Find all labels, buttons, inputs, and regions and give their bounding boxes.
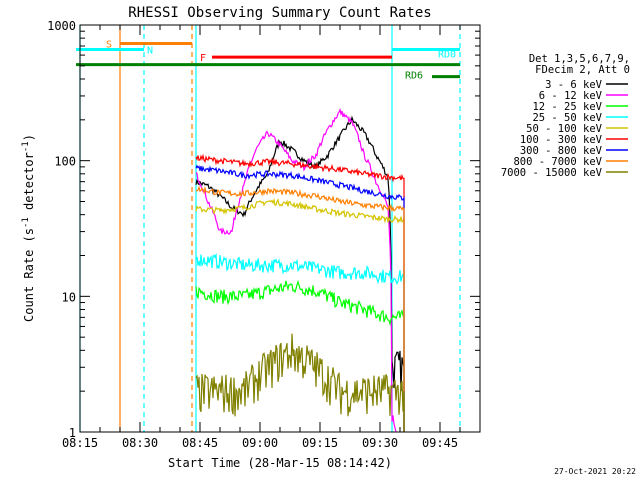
event-label-rd6: RD6: [405, 71, 423, 82]
legend-label-0: 3 - 6 keV: [545, 79, 603, 91]
series-line-1: [195, 107, 397, 433]
y-tick-label-3: 1000: [47, 19, 76, 33]
y-tick-label-0: 1: [69, 426, 76, 440]
chart-title: RHESSI Observing Summary Count Rates: [128, 5, 431, 21]
legend-label-2: 12 - 25 keV: [532, 101, 602, 113]
series-line-8: [195, 333, 405, 432]
legend-label-6: 300 - 800 keV: [520, 145, 603, 157]
y-axis-label: Count Rate (s-1 detector-1): [21, 134, 36, 322]
legend: Det 1,3,5,6,7,9,FDecim 2, Att 0 3 - 6 keV…: [501, 53, 630, 179]
x-tick-label-4: 09:15: [302, 436, 338, 450]
x-tick-label-0: 08:15: [62, 436, 98, 450]
event-label-f: F: [200, 53, 206, 64]
x-axis-label: Start Time (28-Mar-15 08:14:42): [168, 456, 392, 470]
legend-label-3: 25 - 50 keV: [532, 112, 602, 124]
legend-header-0: Det 1,3,5,6,7,9,: [529, 53, 630, 65]
event-label-n: N: [147, 45, 153, 56]
legend-header-1: FDecim 2, Att 0: [535, 64, 630, 76]
series-line-0: [195, 115, 405, 432]
series-line-3: [195, 252, 405, 432]
series-line-6: [195, 164, 405, 432]
series-line-7: [195, 185, 405, 432]
legend-label-8: 7000 - 15000 keV: [501, 167, 603, 179]
legend-label-1: 6 - 12 keV: [539, 90, 603, 102]
legend-label-4: 50 - 100 keV: [526, 123, 603, 135]
y-tick-label-2: 100: [54, 155, 76, 169]
series-line-2: [195, 279, 405, 432]
x-tick-label-5: 09:30: [362, 436, 398, 450]
x-tick-label-3: 09:00: [242, 436, 278, 450]
event-label-rd0: RD0: [438, 49, 456, 60]
x-tick-label-2: 08:45: [182, 436, 218, 450]
legend-label-7: 800 - 7000 keV: [513, 156, 602, 168]
x-tick-label-1: 08:30: [122, 436, 158, 450]
series-line-5: [195, 153, 405, 432]
y-tick-label-1: 10: [62, 290, 76, 304]
series-line-4: [195, 197, 405, 432]
x-tick-label-6: 09:45: [422, 436, 458, 450]
timestamp: 27-Oct-2021 20:22: [554, 467, 636, 476]
event-label-s: S: [106, 40, 112, 51]
legend-label-5: 100 - 300 keV: [520, 134, 603, 146]
